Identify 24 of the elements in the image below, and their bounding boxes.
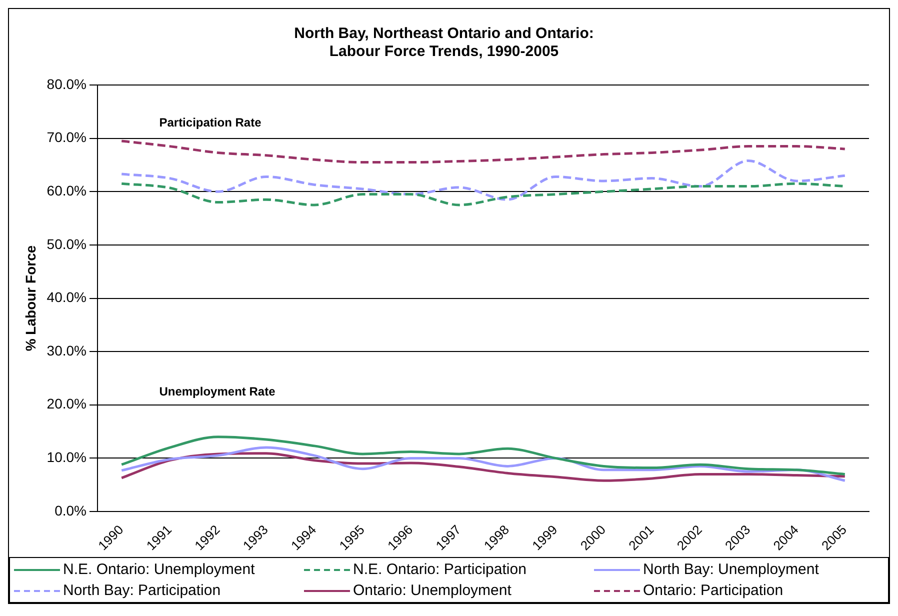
line-series [120, 159, 846, 201]
y-axis-title: % Labour Force [22, 245, 38, 352]
annotation: Unemployment Rate [159, 384, 276, 398]
chart-title: North Bay, Northeast Ontario and Ontario: Labour Force Trends, 1990-2005 [294, 25, 594, 60]
y-tick-label: 10.0% [46, 449, 86, 466]
line-series [120, 452, 846, 482]
y-tick-label: 60.0% [46, 182, 86, 198]
y-tick-label: 20.0% [46, 396, 86, 412]
line-series [120, 436, 846, 476]
y-tick-label: 50.0% [46, 236, 86, 252]
legend-label: N.E. Ontario: Participation [353, 561, 526, 578]
y-tick-label: 80.0% [46, 76, 86, 92]
legend-label: North Bay: Unemployment [643, 561, 819, 578]
legend-label: N.E. Ontario: Unemployment [63, 561, 255, 578]
y-tick-label: 0.0% [54, 502, 86, 518]
legend-label: Ontario: Participation [643, 582, 784, 599]
y-tick-label: 40.0% [46, 289, 86, 306]
line-series [120, 446, 846, 482]
legend-label: Ontario: Unemployment [353, 582, 512, 599]
annotation: Participation Rate [159, 116, 262, 130]
y-tick-label: 70.0% [46, 129, 86, 146]
line-series [120, 140, 846, 164]
y-tick-label: 30.0% [46, 342, 86, 358]
legend-label: North Bay: Participation [63, 582, 221, 599]
